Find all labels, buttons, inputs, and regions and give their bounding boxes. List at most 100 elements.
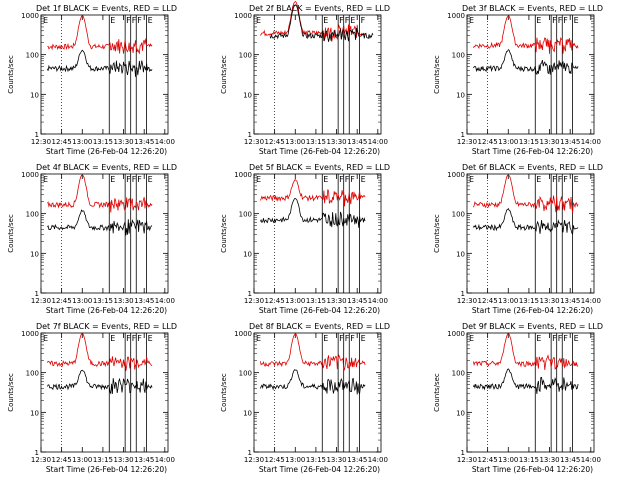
flag-label: E [469,16,474,25]
y-axis-label: Counts/sec [7,214,15,253]
events-series-line [473,368,579,395]
chart-panel-4: Det 4f BLACK = Events, RED = LLD 1 10 100 10… [7,163,177,315]
lld-series-line [260,179,366,207]
x-tick-label: 13:45 [134,297,154,305]
x-tick-label: 12:30 [457,297,477,305]
chart-title: Det 3f BLACK = Events, RED = LLD [462,4,603,13]
y-tick-label: 100 [239,211,252,219]
plot-frame [253,14,382,135]
flag-label: F [137,334,142,343]
flag-label: E [469,175,474,184]
x-tick-label: 13:00 [498,297,518,305]
x-tick-label: 12:45 [52,297,72,305]
x-tick-label: 12:30 [457,138,477,146]
chart-title: Det 5f BLACK = Events, RED = LLD [249,163,390,172]
x-tick-label: 13:45 [347,297,367,305]
events-series-line [260,197,366,228]
flag-label: F [345,16,350,25]
x-axis-label: Start Time (26-Feb-04 12:26:20) [259,465,380,474]
x-tick-label: 13:45 [347,456,367,464]
flag-label: E [574,16,579,25]
plot-frame [253,173,382,294]
y-tick-label: 1000 [234,330,252,338]
y-tick-label: 100 [452,52,465,60]
x-tick-label: 12:45 [52,456,72,464]
flag-label: F [558,16,563,25]
lld-series-line [473,15,579,54]
x-tick-label: 12:30 [244,456,264,464]
y-tick-label: 1000 [21,171,39,179]
x-tick-label: 12:30 [244,138,264,146]
flag-label: F [558,334,563,343]
y-tick-label: 1 [461,290,465,298]
x-tick-label: 13:00 [285,297,305,305]
flag-label: F [361,16,366,25]
flag-label: E [323,175,328,184]
y-tick-label: 100 [452,370,465,378]
flag-label: F [126,16,131,25]
x-tick-label: 12:30 [244,297,264,305]
y-tick-label: 100 [26,211,39,219]
x-axis-label: Start Time (26-Feb-04 12:26:20) [46,147,167,156]
x-tick-label: 12:30 [31,456,51,464]
y-tick-label: 10 [243,250,252,258]
chart-panel-1: Det 1f BLACK = Events, RED = LLD 1 10 100 10… [7,4,177,156]
flag-label: E [43,334,48,343]
flag-label: F [350,175,355,184]
x-tick-label: 12:30 [31,138,51,146]
x-tick-label: 13:15 [93,297,113,305]
flag-label: F [137,16,142,25]
x-tick-label: 13:15 [519,297,539,305]
flag-label: E [536,175,541,184]
x-tick-label: 12:45 [265,297,285,305]
y-tick-label: 1000 [447,171,465,179]
flag-label: F [552,16,557,25]
y-tick-label: 10 [243,91,252,99]
x-tick-label: 13:45 [560,456,580,464]
y-axis-label: Counts/sec [433,55,441,94]
chart-panel-2: Det 2f BLACK = Events, RED = LLD 1 10 100 10… [220,0,390,156]
x-tick-label: 12:45 [478,456,498,464]
y-axis-label: Counts/sec [7,373,15,412]
flag-label: E [256,334,261,343]
y-tick-label: 10 [243,409,252,417]
x-axis-label: Start Time (26-Feb-04 12:26:20) [472,147,593,156]
x-tick-label: 13:15 [519,138,539,146]
x-tick-label: 13:30 [113,297,133,305]
flag-label: E [148,175,153,184]
chart-panel-7: Det 7f BLACK = Events, RED = LLD 1 10 100 10… [7,322,177,474]
plot-frame [40,14,169,135]
y-tick-label: 100 [239,52,252,60]
flag-label: E [536,16,541,25]
chart-panel-3: Det 3f BLACK = Events, RED = LLD 1 10 100 10… [433,4,603,156]
flag-label: F [563,175,568,184]
x-tick-label: 14:00 [155,138,175,146]
flag-label: E [256,175,261,184]
x-tick-label: 13:00 [72,297,92,305]
flag-label: F [126,175,131,184]
flag-label: F [350,334,355,343]
flag-label: F [563,16,568,25]
flag-label: F [345,175,350,184]
flag-label: E [350,16,355,25]
events-series-line [260,369,366,396]
x-tick-label: 13:00 [72,456,92,464]
lld-series-line [260,333,366,371]
flag-label: E [574,334,579,343]
chart-panel-8: Det 8f BLACK = Events, RED = LLD 1 10 100 10… [220,322,390,474]
x-tick-label: 14:00 [581,456,601,464]
flag-label: F [558,175,563,184]
flag-label: E [110,334,115,343]
y-tick-label: 100 [26,52,39,60]
plot-frame [40,332,169,453]
events-series-line [47,369,153,395]
y-tick-label: 1 [248,290,252,298]
x-tick-label: 14:00 [368,297,388,305]
y-tick-label: 10 [30,91,39,99]
y-tick-label: 10 [456,250,465,258]
chart-title: Det 8f BLACK = Events, RED = LLD [249,322,390,331]
flag-label: F [132,175,137,184]
y-axis-label: Counts/sec [433,214,441,253]
chart-panel-5: Det 5f BLACK = Events, RED = LLD 1 10 100 10… [220,163,390,315]
